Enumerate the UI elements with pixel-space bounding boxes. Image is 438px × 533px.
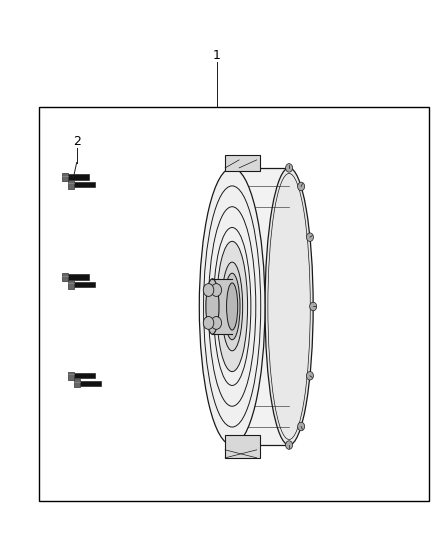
FancyBboxPatch shape xyxy=(68,174,89,180)
Circle shape xyxy=(307,233,314,241)
FancyBboxPatch shape xyxy=(80,381,101,386)
Ellipse shape xyxy=(265,168,313,445)
Polygon shape xyxy=(212,279,232,334)
Circle shape xyxy=(211,317,222,329)
Ellipse shape xyxy=(206,279,219,334)
Text: 1: 1 xyxy=(213,50,221,62)
FancyBboxPatch shape xyxy=(68,372,74,380)
Circle shape xyxy=(211,284,222,296)
FancyBboxPatch shape xyxy=(74,379,80,387)
Circle shape xyxy=(297,182,304,191)
FancyBboxPatch shape xyxy=(74,182,95,187)
Ellipse shape xyxy=(222,262,243,351)
Circle shape xyxy=(203,317,214,329)
Circle shape xyxy=(297,422,304,431)
Ellipse shape xyxy=(217,241,247,372)
Circle shape xyxy=(286,164,293,172)
FancyBboxPatch shape xyxy=(62,273,68,281)
Ellipse shape xyxy=(224,273,240,340)
Ellipse shape xyxy=(199,168,265,445)
FancyBboxPatch shape xyxy=(74,282,95,287)
FancyBboxPatch shape xyxy=(74,373,95,378)
Text: 2: 2 xyxy=(73,135,81,148)
FancyBboxPatch shape xyxy=(68,180,74,189)
Circle shape xyxy=(307,372,314,380)
FancyBboxPatch shape xyxy=(225,155,260,171)
Ellipse shape xyxy=(226,283,238,330)
Circle shape xyxy=(286,441,293,449)
Circle shape xyxy=(310,302,317,311)
FancyBboxPatch shape xyxy=(68,280,74,289)
Polygon shape xyxy=(232,168,289,445)
FancyBboxPatch shape xyxy=(62,173,68,181)
FancyBboxPatch shape xyxy=(225,435,260,458)
FancyBboxPatch shape xyxy=(68,274,89,280)
Circle shape xyxy=(203,284,214,296)
